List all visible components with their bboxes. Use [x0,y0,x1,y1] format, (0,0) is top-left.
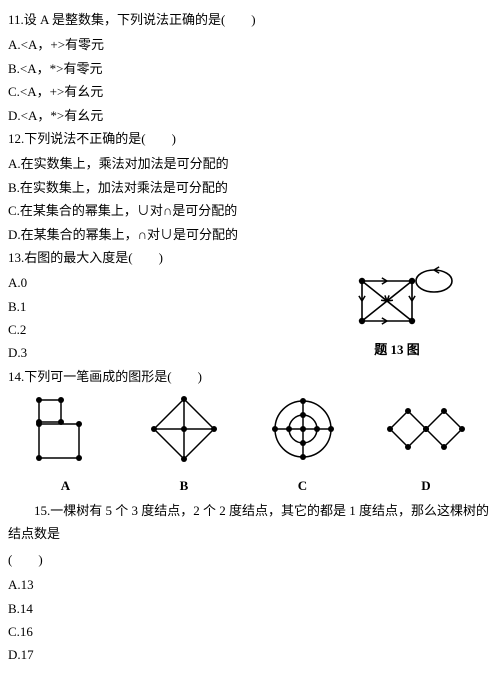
q12-opt-a: A.在实数集上，乘法对加法是可分配的 [8,152,492,175]
q11-opt-a: A.<A，+>有零元 [8,33,492,56]
q15-opt-a: A.13 [8,573,492,596]
q15-stem1: 15.一棵树有 5 个 3 度结点，2 个 2 度结点，其它的都是 1 度结点，… [8,499,492,546]
q11-stem: 11.设 A 是整数集，下列说法正确的是( ) [8,8,492,31]
q15-opt-d: D.17 [8,643,492,666]
q14-svg-c [264,394,342,464]
q13-figure: 题 13 图 [342,266,452,361]
q14-figures: A B C D [8,394,492,497]
q14-fig-c: C [264,394,342,497]
q14-fig-b: B [142,394,227,497]
q14-label-a: A [27,474,105,497]
q12-options: A.在实数集上，乘法对加法是可分配的 B.在实数集上，加法对乘法是可分配的 C.… [8,152,492,246]
q14-svg-b [142,394,227,464]
q11-opt-d: D.<A，*>有幺元 [8,104,492,127]
q14-label-c: C [264,474,342,497]
q13-block: 13.右图的最大入度是( ) A.0 B.1 C.2 D.3 题 13 图 [8,246,492,365]
q14-fig-d: D [379,394,474,497]
q11-options: A.<A，+>有零元 B.<A，*>有零元 C.<A，+>有幺元 D.<A，*>… [8,33,492,127]
q11-opt-b: B.<A，*>有零元 [8,57,492,80]
q14-svg-a [27,394,105,464]
q14-fig-a: A [27,394,105,497]
q15-opt-b: B.14 [8,597,492,620]
q14-label-d: D [379,474,474,497]
q15-stem2: ( ) [8,548,492,571]
q14-label-b: B [142,474,227,497]
q13-caption: 题 13 图 [342,338,452,361]
q12-opt-b: B.在实数集上，加法对乘法是可分配的 [8,176,492,199]
q11-opt-c: C.<A，+>有幺元 [8,80,492,103]
q14-stem: 14.下列可一笔画成的图形是( ) [8,365,492,388]
q12-opt-c: C.在某集合的幂集上，∪对∩是可分配的 [8,199,492,222]
q13-svg [342,266,452,336]
q12-opt-d: D.在某集合的幂集上，∩对∪是可分配的 [8,223,492,246]
q15-opt-c: C.16 [8,620,492,643]
q15-options: A.13 B.14 C.16 D.17 [8,573,492,667]
q14-svg-d [379,394,474,464]
q12-stem: 12.下列说法不正确的是( ) [8,127,492,150]
